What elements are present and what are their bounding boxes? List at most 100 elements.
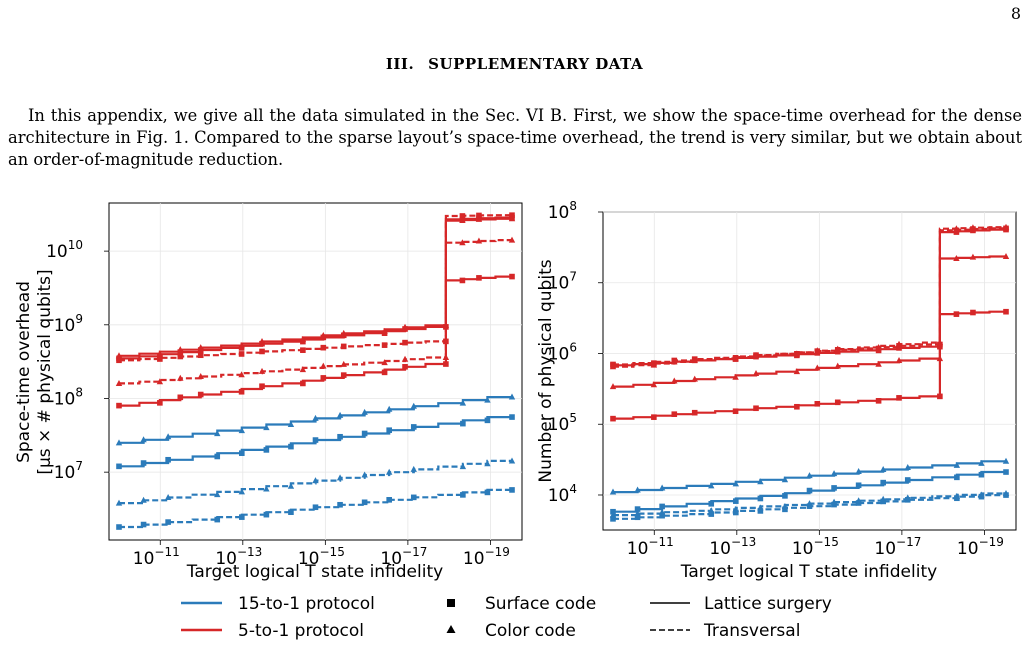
data-point xyxy=(239,514,245,520)
left-y-axis-label-line2: [μs × # physical qubits] xyxy=(35,269,55,474)
data-point xyxy=(263,424,270,431)
data-point xyxy=(1002,253,1010,260)
data-point xyxy=(361,471,368,478)
data-point xyxy=(855,468,862,475)
left-x-axis-label: Target logical T state infidelity xyxy=(186,562,443,582)
data-point xyxy=(140,460,147,466)
data-point xyxy=(834,399,841,406)
data-point xyxy=(953,311,960,317)
data-point xyxy=(459,399,467,406)
data-point xyxy=(460,420,466,427)
data-point xyxy=(484,417,491,424)
data-point xyxy=(443,361,449,367)
data-point xyxy=(895,340,903,347)
data-point xyxy=(115,379,123,386)
data-point xyxy=(177,346,184,353)
data-point xyxy=(875,347,882,354)
data-point xyxy=(708,482,715,489)
y-tick-label: 108 xyxy=(548,199,577,223)
right-y-axis-label: Number of physical qubits xyxy=(536,259,556,482)
series-5-to-1-color-lattice-surgery xyxy=(115,215,516,359)
data-point xyxy=(880,479,886,486)
data-point xyxy=(691,375,698,382)
data-point xyxy=(340,329,347,336)
data-point xyxy=(361,499,368,506)
series-5-to-1-surface-transversal xyxy=(610,225,1009,368)
data-point xyxy=(1003,308,1009,315)
x-tick-label: 10−11 xyxy=(627,535,674,559)
data-point xyxy=(658,484,666,491)
data-point xyxy=(904,477,911,483)
x-tick-label: 10−13 xyxy=(709,535,756,559)
data-point xyxy=(814,400,821,407)
data-point xyxy=(140,496,147,503)
data-point xyxy=(459,213,466,219)
section-heading: III. SUPPLEMENTARY DATA xyxy=(0,55,1029,73)
legend-15to1-label: 15-to-1 protocol xyxy=(238,594,375,614)
data-point xyxy=(475,237,483,244)
data-point xyxy=(115,352,123,359)
data-point xyxy=(165,519,171,525)
data-point xyxy=(953,461,961,468)
series-15-to-1-color-lattice-surgery xyxy=(609,457,1010,495)
data-point xyxy=(320,362,327,369)
x-tick-label: 10−19 xyxy=(463,545,510,569)
data-point xyxy=(197,373,204,380)
data-point xyxy=(855,500,862,506)
data-point xyxy=(258,367,266,374)
section-title: SUPPLEMENTARY DATA xyxy=(428,55,644,73)
series-line xyxy=(119,217,512,357)
data-point xyxy=(197,344,204,351)
data-point xyxy=(651,414,657,420)
data-point xyxy=(732,480,740,487)
series-15-to-1-surface-lattice-surgery xyxy=(610,469,1009,515)
data-point xyxy=(115,439,123,446)
legend-surface-marker xyxy=(447,599,455,607)
series-5-to-1-surface-lattice-surgery xyxy=(116,214,515,362)
data-point xyxy=(177,374,184,381)
data-point xyxy=(650,361,658,368)
data-point xyxy=(320,375,327,381)
data-point xyxy=(386,497,392,503)
data-point xyxy=(732,408,739,415)
data-point xyxy=(197,352,204,359)
data-point xyxy=(508,457,516,464)
data-point xyxy=(402,364,408,370)
data-point xyxy=(484,489,491,496)
data-point xyxy=(238,371,245,378)
data-point xyxy=(650,381,658,388)
data-point xyxy=(970,309,976,316)
data-point xyxy=(336,474,344,481)
data-point xyxy=(831,501,837,508)
data-point xyxy=(460,492,466,498)
series-5-to-1-surface-lattice-surgery xyxy=(610,308,1009,422)
data-point xyxy=(671,358,678,365)
legend: 15-to-1 protocol 5-to-1 protocol Surface… xyxy=(181,594,832,641)
data-point xyxy=(484,396,491,403)
series-line xyxy=(613,226,1006,368)
data-point xyxy=(263,485,270,492)
data-point xyxy=(875,360,882,367)
data-point xyxy=(896,345,902,351)
data-point xyxy=(258,338,266,345)
data-point xyxy=(782,493,788,499)
data-point xyxy=(793,350,801,357)
intro-paragraph: In this appendix, we give all the data s… xyxy=(8,106,1022,169)
data-point xyxy=(1002,457,1010,464)
legend-color-label: Color code xyxy=(485,621,576,641)
data-point xyxy=(459,217,466,224)
data-point xyxy=(197,391,204,398)
legend-color-marker xyxy=(446,625,456,633)
data-point xyxy=(508,393,516,400)
data-point xyxy=(732,373,739,380)
data-point xyxy=(954,474,960,481)
data-point xyxy=(855,482,862,489)
legend-5to1-label: 5-to-1 protocol xyxy=(238,621,364,641)
data-point xyxy=(1003,469,1009,475)
data-point xyxy=(969,253,977,260)
data-point xyxy=(475,215,483,222)
data-point xyxy=(834,345,841,352)
x-tick-label: 10−17 xyxy=(874,535,921,559)
data-point xyxy=(953,225,960,232)
